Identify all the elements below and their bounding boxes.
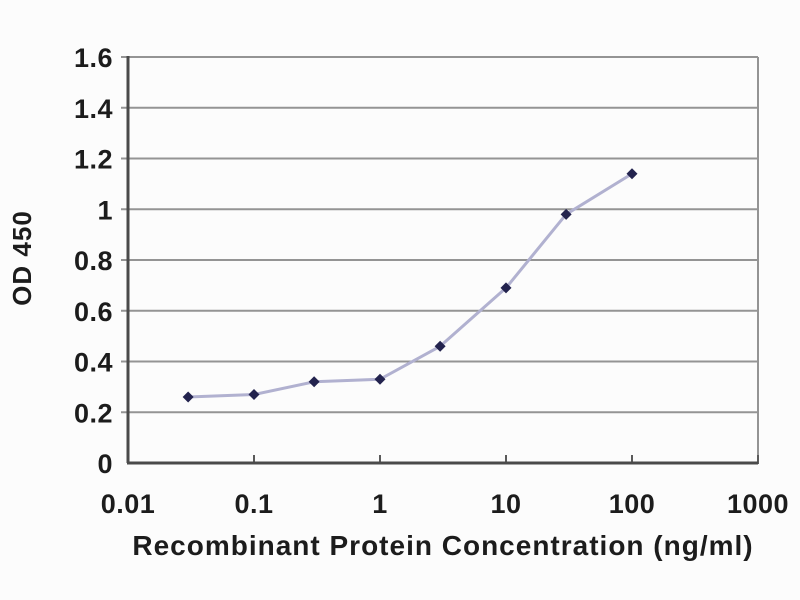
y-tick-label: 0.4	[74, 348, 113, 378]
y-tick-label: 0.8	[74, 246, 113, 276]
y-tick-label: 0.6	[74, 297, 113, 327]
series-line	[188, 172, 633, 399]
data-point-marker	[500, 282, 512, 294]
y-tick-label: 1.6	[74, 43, 113, 73]
x-tick-label: 0.1	[234, 489, 273, 519]
data-point-marker	[560, 208, 572, 220]
data-point-marker	[182, 391, 194, 403]
y-tick-label: 1.2	[74, 145, 113, 175]
y-axis-title: OD 450	[7, 210, 37, 306]
y-tick-label: 1	[97, 195, 113, 225]
data-point-marker	[374, 373, 386, 385]
data-point-marker	[626, 168, 638, 180]
x-tick-label: 1	[372, 489, 388, 519]
y-tick-label: 1.4	[74, 94, 113, 124]
x-tick-label: 0.01	[101, 489, 156, 519]
x-tick-label: 1000	[727, 489, 789, 519]
data-point-marker	[308, 376, 320, 388]
y-tick-label: 0	[97, 449, 113, 479]
y-tick-label: 0.2	[74, 398, 113, 428]
data-point-marker	[248, 388, 260, 400]
data-point-marker	[434, 340, 446, 352]
x-tick-label: 10	[490, 489, 521, 519]
x-tick-label: 100	[609, 489, 656, 519]
x-axis-title: Recombinant Protein Concentration (ng/ml…	[132, 530, 754, 561]
